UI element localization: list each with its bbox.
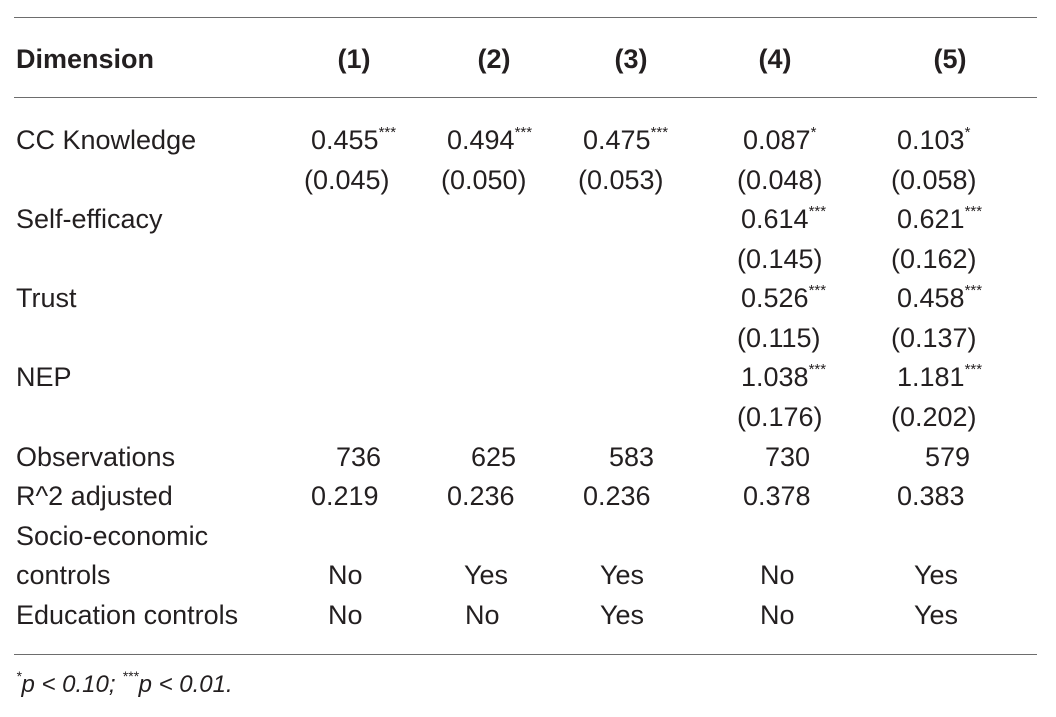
- r2-2: 0.236: [447, 481, 515, 511]
- se-self-efficacy-4: (0.145): [737, 244, 823, 274]
- socio-1: No: [328, 560, 363, 590]
- row-label-nep: NEP: [16, 362, 72, 392]
- socio-3: Yes: [600, 560, 645, 590]
- se-trust-5: (0.137): [891, 323, 977, 353]
- r2-4: 0.378: [743, 481, 811, 511]
- header-dimension: Dimension: [16, 44, 155, 74]
- socio-2: Yes: [464, 560, 509, 590]
- socio-4: No: [760, 560, 795, 590]
- coef-cc-3: 0.475***: [583, 124, 669, 155]
- row-label-r2: R^2 adjusted: [16, 481, 173, 511]
- header-col-2: (2): [477, 44, 511, 74]
- coef-self-efficacy-5: 0.621***: [897, 203, 983, 234]
- table-header-rule: [14, 97, 1037, 98]
- row-label-self-efficacy: Self-efficacy: [16, 204, 163, 234]
- r2-5: 0.383: [897, 481, 965, 511]
- se-nep-5: (0.202): [891, 402, 977, 432]
- edu-2: No: [465, 600, 500, 630]
- edu-1: No: [328, 600, 363, 630]
- coef-self-efficacy-4: 0.614***: [741, 203, 827, 234]
- coef-nep-5: 1.181***: [897, 361, 983, 392]
- row-label-cc-knowledge: CC Knowledge: [16, 125, 197, 155]
- obs-5: 579: [925, 442, 971, 472]
- coef-trust-5: 0.458***: [897, 282, 983, 313]
- table-bottom-rule: [14, 654, 1037, 655]
- header-col-1: (1): [337, 44, 371, 74]
- r2-3: 0.236: [583, 481, 651, 511]
- edu-3: Yes: [600, 600, 645, 630]
- se-cc-2: (0.050): [441, 165, 527, 195]
- se-nep-4: (0.176): [737, 402, 823, 432]
- se-trust-4: (0.115): [737, 323, 821, 353]
- socio-5: Yes: [914, 560, 959, 590]
- row-label-socio-line1: Socio-economic: [16, 521, 209, 551]
- table-top-rule: [14, 17, 1037, 18]
- header-col-5: (5): [933, 44, 967, 74]
- coef-nep-4: 1.038***: [741, 361, 827, 392]
- row-label-education: Education controls: [16, 600, 239, 630]
- edu-4: No: [760, 600, 795, 630]
- row-label-socio-line2: controls: [16, 560, 111, 590]
- coef-cc-1: 0.455***: [311, 124, 397, 155]
- obs-4: 730: [765, 442, 811, 472]
- row-label-observations: Observations: [16, 442, 176, 472]
- se-cc-4: (0.048): [737, 165, 823, 195]
- se-cc-1: (0.045): [304, 165, 390, 195]
- r2-1: 0.219: [311, 481, 379, 511]
- coef-cc-5: 0.103*: [897, 124, 971, 155]
- obs-2: 625: [471, 442, 517, 472]
- row-label-trust: Trust: [16, 283, 77, 313]
- header-col-4: (4): [758, 44, 792, 74]
- header-col-3: (3): [614, 44, 648, 74]
- obs-3: 583: [609, 442, 655, 472]
- edu-5: Yes: [914, 600, 959, 630]
- obs-1: 736: [336, 442, 382, 472]
- coef-cc-4: 0.087*: [743, 124, 817, 155]
- se-cc-3: (0.053): [578, 165, 664, 195]
- coef-trust-4: 0.526***: [741, 282, 827, 313]
- se-cc-5: (0.058): [891, 165, 977, 195]
- se-self-efficacy-5: (0.162): [891, 244, 977, 274]
- table-footnote: *p < 0.10; ***p < 0.01.: [16, 668, 233, 698]
- coef-cc-2: 0.494***: [447, 124, 533, 155]
